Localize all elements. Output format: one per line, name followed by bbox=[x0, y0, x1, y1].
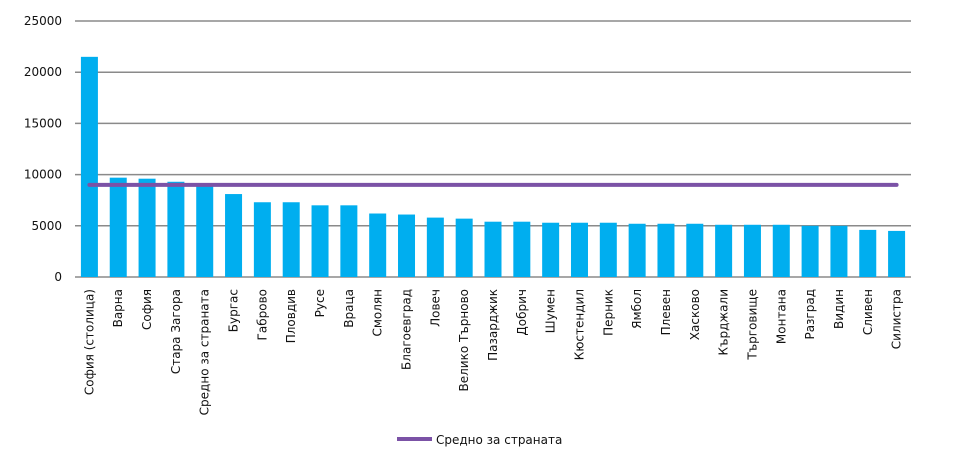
x-tick-label: Пловдив bbox=[284, 289, 298, 343]
x-tick-label: Търговище bbox=[745, 289, 759, 361]
x-tick-label: Пазарджик bbox=[486, 289, 500, 361]
x-tick-label: Хасково bbox=[688, 289, 702, 340]
x-tick-label: Стара Загора bbox=[169, 289, 183, 374]
bar bbox=[743, 224, 761, 277]
bar bbox=[369, 213, 387, 277]
bar bbox=[109, 177, 127, 277]
x-tick-label: Разград bbox=[803, 289, 817, 340]
x-tick-label: Кюстендил bbox=[572, 289, 586, 360]
bar bbox=[311, 205, 329, 277]
bar bbox=[398, 214, 416, 277]
x-tick-label: София (столица) bbox=[82, 289, 96, 395]
bar bbox=[628, 223, 646, 277]
bar bbox=[772, 224, 790, 277]
bar bbox=[138, 178, 156, 277]
x-tick-label: Плевен bbox=[659, 289, 673, 335]
bar bbox=[340, 205, 358, 277]
x-tick-label: Велико Търново bbox=[457, 289, 471, 392]
bar bbox=[542, 222, 560, 277]
x-tick-label: Монтана bbox=[774, 289, 788, 344]
x-tick-label: Средно за страната bbox=[198, 289, 212, 415]
x-tick-label: Враца bbox=[342, 289, 356, 328]
x-axis-tick-labels: София (столица) Варна София Стара Загора Сре… bbox=[82, 289, 903, 415]
bar bbox=[426, 217, 444, 277]
y-tick-label: 10000 bbox=[24, 168, 62, 182]
bar bbox=[715, 224, 733, 277]
bar bbox=[225, 194, 243, 277]
x-tick-label: Смолян bbox=[371, 289, 385, 337]
bar bbox=[80, 56, 98, 278]
x-tick-label: Благоевград bbox=[400, 289, 414, 370]
legend: Средно за страната bbox=[397, 433, 562, 447]
bar bbox=[513, 221, 531, 277]
y-tick-label: 25000 bbox=[24, 14, 62, 28]
y-tick-label: 15000 bbox=[24, 116, 62, 130]
bar bbox=[196, 184, 214, 277]
bar bbox=[830, 225, 848, 277]
x-tick-label: Русе bbox=[313, 289, 327, 317]
x-tick-label: Видин bbox=[832, 289, 846, 329]
bar bbox=[686, 223, 704, 277]
y-tick-label: 0 bbox=[54, 270, 62, 284]
bar bbox=[167, 181, 185, 277]
x-tick-label: Кърджали bbox=[717, 289, 731, 356]
y-tick-label: 5000 bbox=[31, 219, 62, 233]
legend-label: Средно за страната bbox=[436, 433, 562, 447]
x-tick-label: Ямбол bbox=[630, 289, 644, 329]
bar bbox=[888, 230, 906, 277]
bar bbox=[253, 202, 271, 277]
x-tick-label: Добрич bbox=[515, 289, 529, 336]
bar bbox=[801, 225, 819, 277]
bar bbox=[859, 229, 877, 277]
bar bbox=[484, 221, 502, 277]
bar bbox=[455, 218, 473, 277]
x-tick-label: Габрово bbox=[255, 289, 269, 340]
bar bbox=[282, 202, 300, 277]
grid-lines bbox=[75, 20, 911, 278]
x-tick-label: Перник bbox=[601, 289, 615, 336]
x-tick-label: Ловеч bbox=[428, 289, 442, 327]
bar bbox=[657, 223, 675, 277]
x-tick-label: Сливен bbox=[861, 289, 875, 335]
x-tick-label: Шумен bbox=[544, 289, 558, 333]
y-tick-label: 20000 bbox=[24, 65, 62, 79]
bar bbox=[599, 222, 617, 277]
x-tick-label: Варна bbox=[111, 289, 125, 327]
bar bbox=[570, 222, 588, 277]
bars bbox=[80, 56, 906, 278]
y-axis-tick-labels: 0 5000 10000 15000 20000 25000 bbox=[24, 14, 62, 284]
x-tick-label: Силистра bbox=[890, 289, 904, 349]
x-tick-label: Бургас bbox=[227, 289, 241, 332]
x-tick-label: София bbox=[140, 289, 154, 330]
